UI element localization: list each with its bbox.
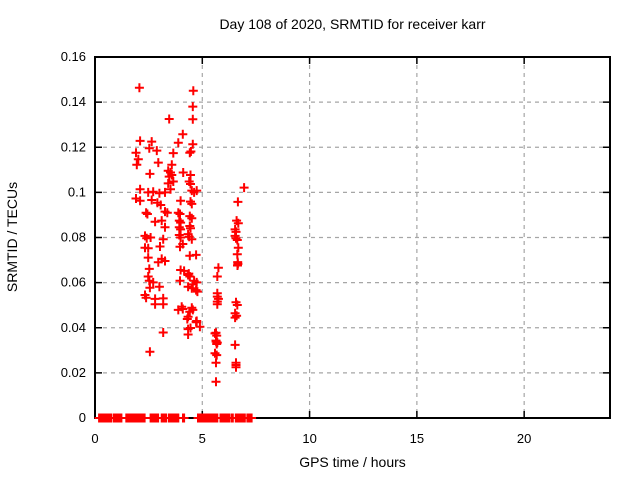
x-tick-label: 20 [517, 431, 531, 446]
chart-title: Day 108 of 2020, SRMTID for receiver kar… [219, 16, 486, 32]
scatter-points [94, 83, 257, 423]
y-tick-label: 0.08 [61, 230, 86, 245]
x-tick-label: 5 [199, 431, 206, 446]
y-axis-label: SRMTID / TECUs [4, 181, 20, 293]
y-tick-label: 0.02 [61, 365, 86, 380]
x-tick-label: 0 [91, 431, 98, 446]
y-tick-label: 0 [79, 410, 86, 425]
x-axis-label: GPS time / hours [299, 454, 406, 470]
y-tick-label: 0.04 [61, 320, 86, 335]
y-tick-label: 0.12 [61, 139, 86, 154]
x-tick-label: 10 [302, 431, 316, 446]
y-tick-label: 0.06 [61, 275, 86, 290]
x-tick-label: 15 [410, 431, 424, 446]
y-tick-label: 0.1 [68, 184, 86, 199]
y-tick-label: 0.14 [61, 94, 86, 109]
y-tick-label: 0.16 [61, 49, 86, 64]
